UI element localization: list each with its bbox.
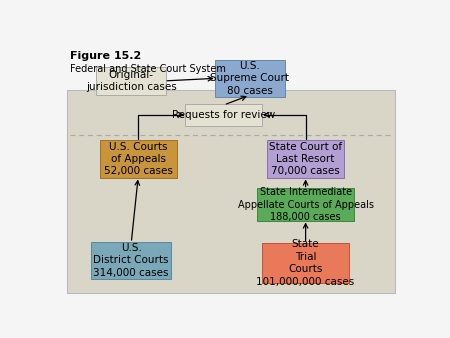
FancyBboxPatch shape [267, 140, 344, 178]
Text: Figure 15.2: Figure 15.2 [70, 51, 141, 61]
Text: U.S.
District Courts
314,000 cases: U.S. District Courts 314,000 cases [94, 243, 169, 278]
FancyBboxPatch shape [215, 60, 285, 97]
FancyBboxPatch shape [100, 140, 176, 178]
Text: Requests for review: Requests for review [172, 110, 275, 120]
FancyBboxPatch shape [257, 188, 355, 221]
Text: U.S. Courts
of Appeals
52,000 cases: U.S. Courts of Appeals 52,000 cases [104, 142, 173, 176]
Text: U.S.
Supreme Court
80 cases: U.S. Supreme Court 80 cases [210, 61, 289, 96]
FancyBboxPatch shape [91, 242, 171, 279]
FancyBboxPatch shape [96, 67, 166, 95]
FancyBboxPatch shape [185, 104, 262, 126]
Text: State Court of
Last Resort
70,000 cases: State Court of Last Resort 70,000 cases [269, 142, 342, 176]
Text: Original-
jurisdiction cases: Original- jurisdiction cases [86, 70, 176, 92]
Text: State Intermediate
Appellate Courts of Appeals
188,000 cases: State Intermediate Appellate Courts of A… [238, 187, 374, 222]
FancyBboxPatch shape [262, 243, 349, 283]
Text: State
Trial
Courts
101,000,000 cases: State Trial Courts 101,000,000 cases [256, 240, 355, 287]
FancyBboxPatch shape [67, 90, 395, 293]
Text: Federal and State Court System: Federal and State Court System [70, 64, 226, 74]
